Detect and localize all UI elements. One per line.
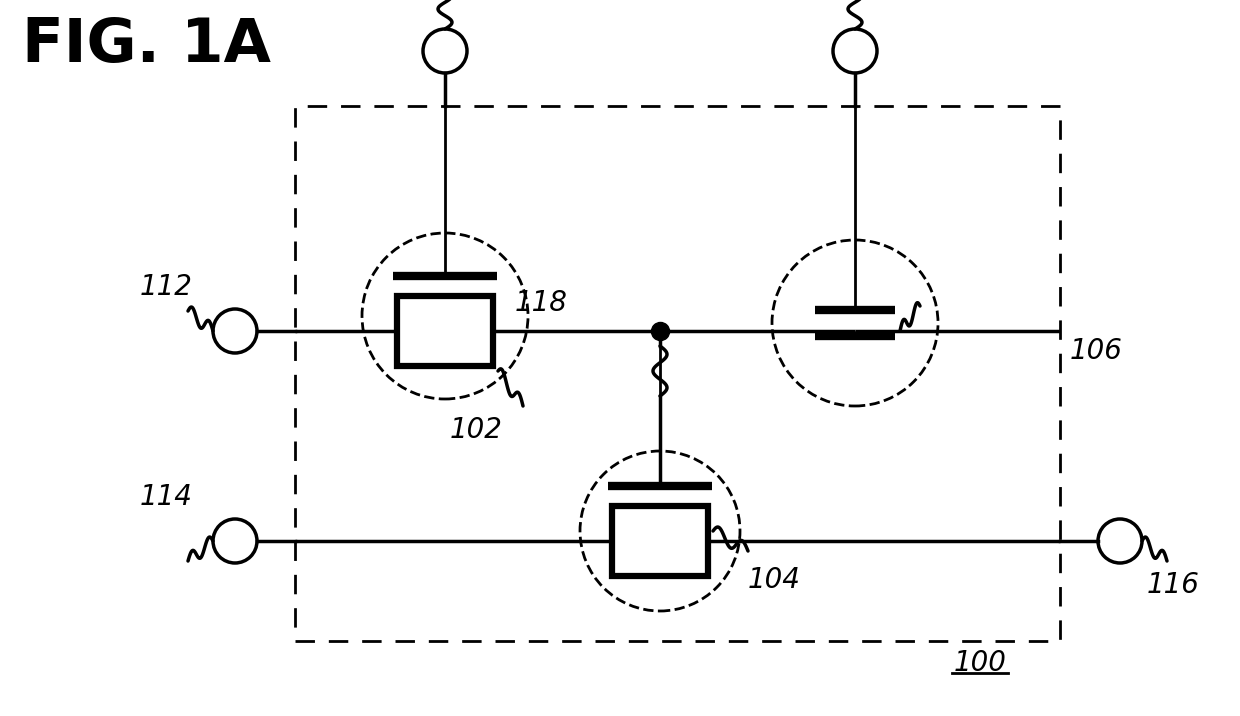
- Text: 106: 106: [1070, 337, 1123, 365]
- Text: 100: 100: [954, 649, 1007, 677]
- Bar: [613, 506, 708, 576]
- Text: FIG. 1A: FIG. 1A: [22, 16, 270, 75]
- Text: 104: 104: [748, 566, 801, 594]
- Bar: [295, 106, 1060, 641]
- Text: 112: 112: [140, 273, 193, 301]
- Text: 114: 114: [140, 483, 193, 511]
- Text: 116: 116: [1147, 571, 1200, 599]
- Text: 118: 118: [515, 289, 568, 317]
- Bar: [397, 296, 494, 366]
- Text: 102: 102: [450, 416, 503, 444]
